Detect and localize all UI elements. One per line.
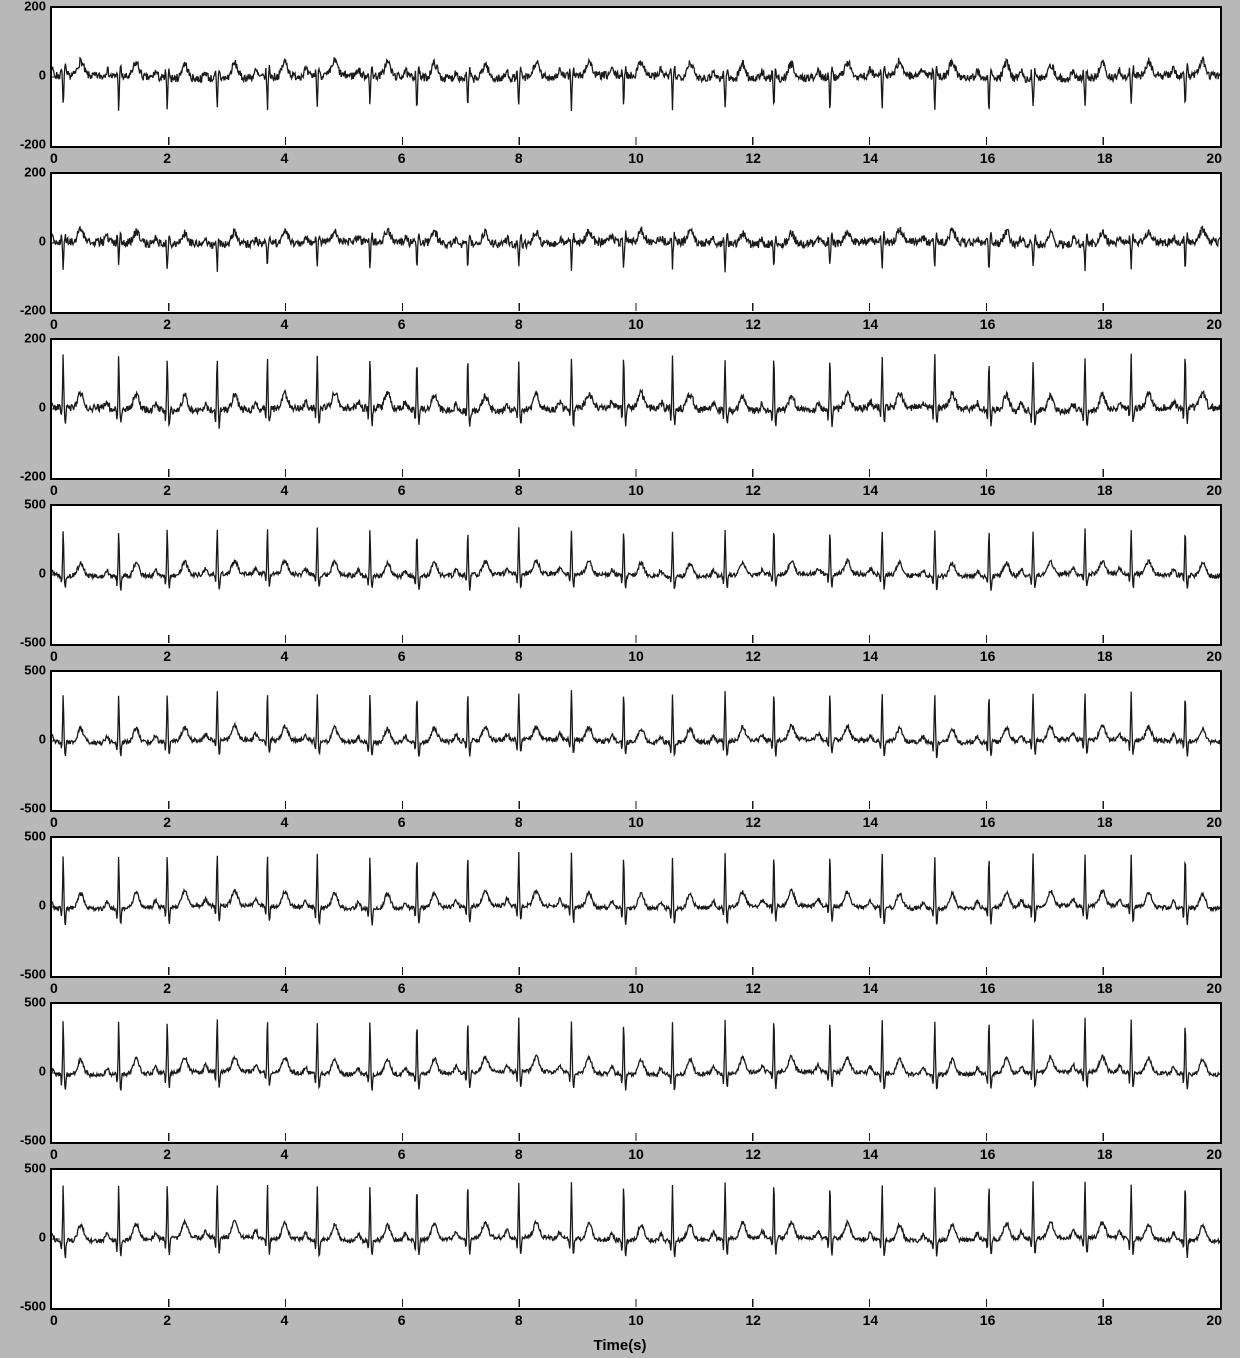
plot-area: [50, 1168, 1222, 1310]
plot-area: [50, 836, 1222, 978]
ecg-trace: [52, 527, 1220, 590]
ecg-trace: [52, 690, 1220, 758]
plot-area: [50, 172, 1222, 314]
y-axis-ticks: -5000500: [0, 1168, 50, 1306]
plot-area: [50, 338, 1222, 480]
ecg-panel: -200020002468101214161820: [0, 338, 1240, 504]
ecg-panel: -200020002468101214161820: [0, 172, 1240, 338]
x-axis-ticks: 02468101214161820: [50, 1144, 1222, 1170]
ecg-panel: -500050002468101214161820: [0, 504, 1240, 670]
y-axis-ticks: -2000200: [0, 6, 50, 144]
ecg-trace: [52, 1018, 1220, 1091]
y-axis-ticks: -5000500: [0, 836, 50, 974]
x-axis-ticks: 02468101214161820: [50, 480, 1222, 506]
ecg-trace: [52, 1181, 1220, 1258]
plot-area: [50, 6, 1222, 148]
ecg-trace: [52, 852, 1220, 926]
ecg-panel: -500050002468101214161820: [0, 1002, 1240, 1168]
y-axis-ticks: -5000500: [0, 670, 50, 808]
y-axis-ticks: -5000500: [0, 1002, 50, 1140]
x-axis-ticks: 02468101214161820: [50, 646, 1222, 672]
ecg-trace: [52, 57, 1220, 111]
x-axis-ticks: 02468101214161820: [50, 314, 1222, 340]
x-axis-label: Time(s): [0, 1334, 1240, 1358]
ecg-panel: -500050002468101214161820: [0, 670, 1240, 836]
x-axis-ticks: 02468101214161820: [50, 812, 1222, 838]
ecg-multichannel-figure: -200020002468101214161820-20002000246810…: [0, 0, 1240, 1334]
ecg-trace: [52, 354, 1220, 429]
plot-area: [50, 670, 1222, 812]
x-axis-ticks: 02468101214161820: [50, 978, 1222, 1004]
plot-area: [50, 1002, 1222, 1144]
plot-area: [50, 504, 1222, 646]
y-axis-ticks: -2000200: [0, 172, 50, 310]
ecg-trace: [52, 227, 1220, 273]
ecg-panel: -500050002468101214161820: [0, 1168, 1240, 1334]
y-axis-ticks: -5000500: [0, 504, 50, 642]
x-axis-ticks: 02468101214161820: [50, 1310, 1222, 1336]
y-axis-ticks: -2000200: [0, 338, 50, 476]
x-axis-ticks: 02468101214161820: [50, 148, 1222, 174]
ecg-panel: -500050002468101214161820: [0, 836, 1240, 1002]
ecg-panel: -200020002468101214161820: [0, 6, 1240, 172]
